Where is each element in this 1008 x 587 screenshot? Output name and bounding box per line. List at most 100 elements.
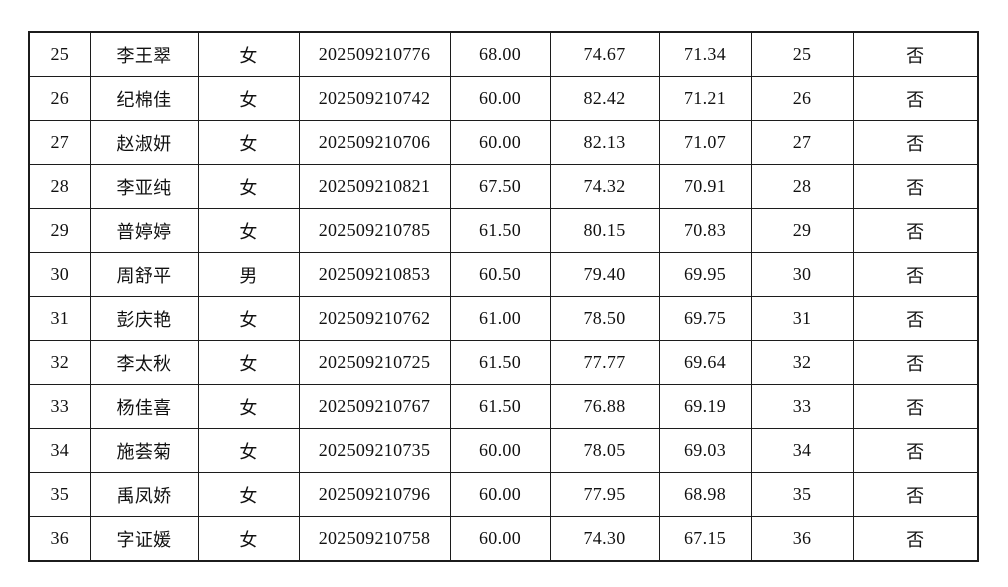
table-cell: 202509210762 <box>298 296 451 341</box>
table-cell: 女 <box>197 296 300 341</box>
table-cell: 34 <box>750 428 854 473</box>
table-cell: 35 <box>750 472 854 517</box>
table-cell: 70.91 <box>658 164 752 209</box>
table-cell: 女 <box>197 76 300 121</box>
table-cell: 否 <box>852 252 979 297</box>
table-row: 27 赵淑妍女 202509210706 60.00 82.13 71.07 27 否 <box>28 120 979 165</box>
table-cell: 79.40 <box>549 252 660 297</box>
table-cell: 李太秋 <box>89 340 199 385</box>
table-cell: 67.50 <box>449 164 551 209</box>
table-cell: 女 <box>197 472 300 517</box>
table-cell: 202509210725 <box>298 340 451 385</box>
table-cell: 33 <box>28 384 91 429</box>
table-cell: 25 <box>28 31 91 77</box>
table-cell: 31 <box>28 296 91 341</box>
table-cell: 69.19 <box>658 384 752 429</box>
table-cell: 202509210821 <box>298 164 451 209</box>
table-cell: 78.05 <box>549 428 660 473</box>
table-cell: 否 <box>852 516 979 562</box>
table-cell: 施荟菊 <box>89 428 199 473</box>
table-cell: 71.21 <box>658 76 752 121</box>
table-cell: 31 <box>750 296 854 341</box>
table-row: 31 彭庆艳女 202509210762 61.00 78.50 69.75 31 否 <box>28 296 979 341</box>
table-cell: 82.42 <box>549 76 660 121</box>
table-cell: 78.50 <box>549 296 660 341</box>
table-cell: 33 <box>750 384 854 429</box>
table-cell: 202509210735 <box>298 428 451 473</box>
table-cell: 69.95 <box>658 252 752 297</box>
table-row: 28 李亚纯女 202509210821 67.50 74.32 70.91 28 否 <box>28 164 979 209</box>
table-cell: 否 <box>852 428 979 473</box>
table-cell: 28 <box>750 164 854 209</box>
table-cell: 普婷婷 <box>89 208 199 253</box>
table-cell: 26 <box>28 76 91 121</box>
table-cell: 202509210776 <box>298 31 451 77</box>
table-cell: 25 <box>750 31 854 77</box>
table-cell: 71.34 <box>658 31 752 77</box>
table-cell: 29 <box>750 208 854 253</box>
table-cell: 字证媛 <box>89 516 199 562</box>
table-row: 33 杨佳喜女 202509210767 61.50 76.88 69.19 33 否 <box>28 384 979 429</box>
table-cell: 70.83 <box>658 208 752 253</box>
table-cell: 34 <box>28 428 91 473</box>
table-cell: 80.15 <box>549 208 660 253</box>
table-cell: 李亚纯 <box>89 164 199 209</box>
table-cell: 74.32 <box>549 164 660 209</box>
table-cell: 202509210785 <box>298 208 451 253</box>
table-cell: 68.00 <box>449 31 551 77</box>
table-row: 30 周舒平男 202509210853 60.50 79.40 69.95 30 否 <box>28 252 979 297</box>
table-cell: 60.00 <box>449 76 551 121</box>
table-cell: 纪棉佳 <box>89 76 199 121</box>
table-cell: 否 <box>852 384 979 429</box>
table-cell: 女 <box>197 428 300 473</box>
table-row: 25 李王翠女 202509210776 68.00 74.67 71.34 25 否 <box>28 31 979 77</box>
table-cell: 否 <box>852 120 979 165</box>
table-row: 35 禹凤娇女 202509210796 60.00 77.95 68.98 35 否 <box>28 472 979 517</box>
results-table-body: 25 李王翠女 202509210776 68.00 74.67 71.34 25 否 26 纪棉… <box>28 31 979 562</box>
table-cell: 77.77 <box>549 340 660 385</box>
table-row: 34 施荟菊女 202509210735 60.00 78.05 69.03 34 否 <box>28 428 979 473</box>
table-cell: 女 <box>197 340 300 385</box>
table-cell: 74.30 <box>549 516 660 562</box>
table-cell: 60.00 <box>449 516 551 562</box>
table-cell: 76.88 <box>549 384 660 429</box>
table-cell: 67.15 <box>658 516 752 562</box>
table-row: 36 字证媛女 202509210758 60.00 74.30 67.15 36 否 <box>28 516 979 562</box>
table-row: 26 纪棉佳女 202509210742 60.00 82.42 71.21 26 否 <box>28 76 979 121</box>
table-cell: 202509210706 <box>298 120 451 165</box>
table-cell: 82.13 <box>549 120 660 165</box>
table-cell: 61.50 <box>449 208 551 253</box>
table-cell: 女 <box>197 120 300 165</box>
table-cell: 男 <box>197 252 300 297</box>
table-cell: 30 <box>28 252 91 297</box>
table-cell: 杨佳喜 <box>89 384 199 429</box>
table-cell: 赵淑妍 <box>89 120 199 165</box>
table-cell: 32 <box>28 340 91 385</box>
table-cell: 否 <box>852 164 979 209</box>
table-row: 32 李太秋女 202509210725 61.50 77.77 69.64 32 否 <box>28 340 979 385</box>
table-cell: 74.67 <box>549 31 660 77</box>
table-cell: 李王翠 <box>89 31 199 77</box>
table-cell: 60.00 <box>449 428 551 473</box>
table-cell: 32 <box>750 340 854 385</box>
table-cell: 202509210742 <box>298 76 451 121</box>
table-cell: 69.75 <box>658 296 752 341</box>
table-cell: 否 <box>852 296 979 341</box>
table-cell: 27 <box>750 120 854 165</box>
table-cell: 否 <box>852 340 979 385</box>
table-cell: 202509210853 <box>298 252 451 297</box>
table-cell: 202509210796 <box>298 472 451 517</box>
table-cell: 女 <box>197 384 300 429</box>
table-cell: 女 <box>197 516 300 562</box>
table-cell: 71.07 <box>658 120 752 165</box>
table-cell: 彭庆艳 <box>89 296 199 341</box>
table-cell: 60.50 <box>449 252 551 297</box>
table-cell: 60.00 <box>449 120 551 165</box>
table-cell: 69.64 <box>658 340 752 385</box>
table-row: 29 普婷婷女 202509210785 61.50 80.15 70.83 29 否 <box>28 208 979 253</box>
table-cell: 36 <box>750 516 854 562</box>
table-cell: 29 <box>28 208 91 253</box>
table-cell: 61.00 <box>449 296 551 341</box>
table-cell: 69.03 <box>658 428 752 473</box>
table-cell: 女 <box>197 208 300 253</box>
